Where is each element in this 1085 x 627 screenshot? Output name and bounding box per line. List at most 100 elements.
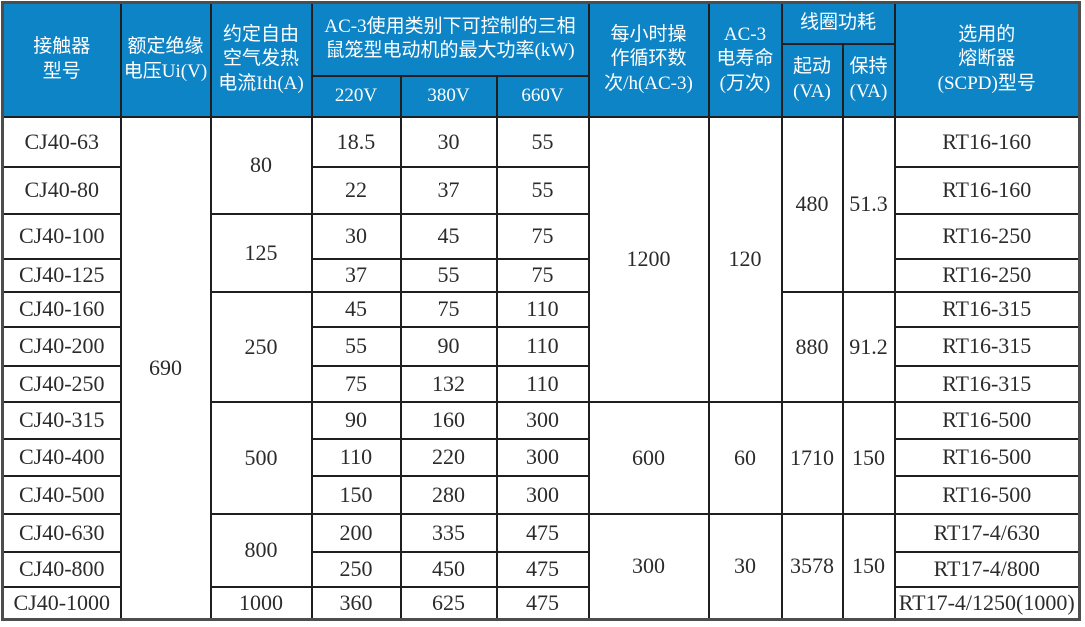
ith-group-cell: 500 bbox=[209, 400, 313, 515]
fuse-cell: RT17-4/1250(1000) bbox=[893, 585, 1081, 621]
fuse-cell: RT16-250 bbox=[893, 212, 1081, 260]
ith-group-cell: 80 bbox=[209, 115, 313, 215]
header-thermal-current: 约定自由 空气发热 电流Ith(A) bbox=[209, 1, 313, 118]
header-coil-hold: 保持 (VA) bbox=[841, 42, 896, 118]
model-cell: CJ40-160 bbox=[1, 290, 122, 328]
fuse-cell: RT16-315 bbox=[893, 290, 1081, 328]
header-380v: 380V bbox=[399, 74, 498, 118]
fuse-cell: RT16-160 bbox=[893, 165, 1081, 215]
fuse-cell: RT16-315 bbox=[893, 364, 1081, 403]
life-group-cell: 60 bbox=[707, 400, 783, 515]
header-operating-cycles: 每小时操 作循环数 次/h(AC-3) bbox=[587, 1, 710, 118]
life-group-cell: 120 bbox=[707, 115, 783, 403]
ith-group-cell: 125 bbox=[209, 212, 313, 293]
power-380-cell: 132 bbox=[399, 364, 498, 403]
power-220-cell: 150 bbox=[310, 474, 402, 515]
power-660-cell: 300 bbox=[495, 400, 590, 440]
power-380-cell: 625 bbox=[399, 585, 498, 621]
power-220-cell: 22 bbox=[310, 165, 402, 215]
model-cell: CJ40-400 bbox=[1, 437, 122, 477]
power-660-cell: 475 bbox=[495, 512, 590, 553]
power-660-cell: 475 bbox=[495, 550, 590, 588]
header-max-power-ac3: AC-3使用类别下可控制的三相 鼠笼型电动机的最大功率(kW) bbox=[310, 1, 590, 77]
power-660-cell: 300 bbox=[495, 474, 590, 515]
header-electrical-life: AC-3 电寿命 (万次) bbox=[707, 1, 783, 118]
fuse-cell: RT17-4/630 bbox=[893, 512, 1081, 553]
ui-voltage-cell: 690 bbox=[119, 115, 212, 621]
fuse-cell: RT16-500 bbox=[893, 474, 1081, 515]
power-660-cell: 75 bbox=[495, 212, 590, 260]
coil-hold-group-cell: 91.2 bbox=[841, 290, 896, 403]
power-380-cell: 450 bbox=[399, 550, 498, 588]
header-rated-insulation-voltage: 额定绝缘 电压Ui(V) bbox=[119, 1, 212, 118]
power-660-cell: 110 bbox=[495, 290, 590, 328]
power-380-cell: 90 bbox=[399, 325, 498, 367]
coil-hold-group-cell: 150 bbox=[841, 400, 896, 515]
power-660-cell: 55 bbox=[495, 115, 590, 168]
power-660-cell: 475 bbox=[495, 585, 590, 621]
power-660-cell: 110 bbox=[495, 364, 590, 403]
model-cell: CJ40-1000 bbox=[1, 585, 122, 621]
coil-start-group-cell: 1710 bbox=[780, 400, 844, 515]
coil-start-group-cell: 3578 bbox=[780, 512, 844, 621]
model-cell: CJ40-800 bbox=[1, 550, 122, 588]
coil-hold-group-cell: 51.3 bbox=[841, 115, 896, 293]
header-coil-start: 起动 (VA) bbox=[780, 42, 844, 118]
life-group-cell: 30 bbox=[707, 512, 783, 621]
model-cell: CJ40-630 bbox=[1, 512, 122, 553]
ops-group-cell: 300 bbox=[587, 512, 710, 621]
header-fuse-type: 选用的 熔断器 (SCPD)型号 bbox=[893, 1, 1081, 118]
power-220-cell: 250 bbox=[310, 550, 402, 588]
power-220-cell: 75 bbox=[310, 364, 402, 403]
ops-group-cell: 600 bbox=[587, 400, 710, 515]
power-380-cell: 55 bbox=[399, 257, 498, 293]
fuse-cell: RT16-160 bbox=[893, 115, 1081, 168]
power-220-cell: 55 bbox=[310, 325, 402, 367]
fuse-cell: RT16-500 bbox=[893, 437, 1081, 477]
model-cell: CJ40-200 bbox=[1, 325, 122, 367]
model-cell: CJ40-63 bbox=[1, 115, 122, 168]
power-380-cell: 75 bbox=[399, 290, 498, 328]
model-cell: CJ40-125 bbox=[1, 257, 122, 293]
ith-group-cell: 800 bbox=[209, 512, 313, 588]
fuse-cell: RT16-250 bbox=[893, 257, 1081, 293]
header-660v: 660V bbox=[495, 74, 590, 118]
power-380-cell: 220 bbox=[399, 437, 498, 477]
header-220v: 220V bbox=[310, 74, 402, 118]
power-660-cell: 75 bbox=[495, 257, 590, 293]
ith-group-cell: 250 bbox=[209, 290, 313, 403]
power-380-cell: 335 bbox=[399, 512, 498, 553]
model-cell: CJ40-315 bbox=[1, 400, 122, 440]
power-380-cell: 160 bbox=[399, 400, 498, 440]
header-coil-consumption: 线圈功耗 bbox=[780, 1, 896, 45]
power-380-cell: 45 bbox=[399, 212, 498, 260]
model-cell: CJ40-250 bbox=[1, 364, 122, 403]
power-660-cell: 110 bbox=[495, 325, 590, 367]
model-cell: CJ40-100 bbox=[1, 212, 122, 260]
ith-group-cell: 1000 bbox=[209, 585, 313, 621]
fuse-cell: RT16-500 bbox=[893, 400, 1081, 440]
fuse-cell: RT16-315 bbox=[893, 325, 1081, 367]
ops-group-cell: 1200 bbox=[587, 115, 710, 403]
power-220-cell: 18.5 bbox=[310, 115, 402, 168]
power-220-cell: 30 bbox=[310, 212, 402, 260]
model-cell: CJ40-500 bbox=[1, 474, 122, 515]
coil-start-group-cell: 480 bbox=[780, 115, 844, 293]
power-660-cell: 55 bbox=[495, 165, 590, 215]
coil-start-group-cell: 880 bbox=[780, 290, 844, 403]
power-220-cell: 200 bbox=[310, 512, 402, 553]
power-220-cell: 90 bbox=[310, 400, 402, 440]
power-220-cell: 360 bbox=[310, 585, 402, 621]
fuse-cell: RT17-4/800 bbox=[893, 550, 1081, 588]
power-220-cell: 45 bbox=[310, 290, 402, 328]
model-cell: CJ40-80 bbox=[1, 165, 122, 215]
power-220-cell: 110 bbox=[310, 437, 402, 477]
power-380-cell: 30 bbox=[399, 115, 498, 168]
coil-hold-group-cell: 150 bbox=[841, 512, 896, 621]
header-model: 接触器 型号 bbox=[1, 1, 122, 118]
power-660-cell: 300 bbox=[495, 437, 590, 477]
power-380-cell: 37 bbox=[399, 165, 498, 215]
power-380-cell: 280 bbox=[399, 474, 498, 515]
power-220-cell: 37 bbox=[310, 257, 402, 293]
